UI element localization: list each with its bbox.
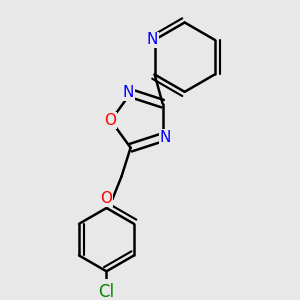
Text: Cl: Cl [98,283,115,300]
Text: N: N [160,130,171,145]
Text: N: N [122,85,134,100]
Text: O: O [104,113,116,128]
Text: N: N [146,32,158,47]
Text: O: O [100,191,112,206]
